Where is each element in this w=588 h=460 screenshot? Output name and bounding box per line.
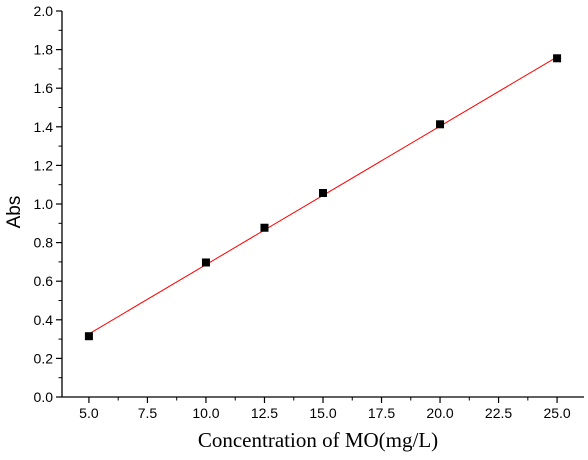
- data-points: [84, 54, 562, 341]
- data-point: [319, 188, 327, 197]
- x-axis-label: Concentration of MO(mg/L): [198, 428, 438, 452]
- x-tick-label: 5.0: [79, 405, 99, 421]
- data-point: [553, 54, 562, 63]
- y-tick-label: 1.0: [34, 196, 54, 212]
- x-tick-label: 22.5: [485, 405, 512, 421]
- y-tick-label: 0.0: [34, 389, 54, 405]
- x-tick-label: 17.5: [368, 405, 395, 421]
- x-tick-label: 12.5: [251, 405, 278, 421]
- y-tick-label: 0.6: [34, 273, 54, 289]
- y-axis-ticks: 0.0 0.2 0.4 0.6 0.8 1.0 1.2 1.4 1.6 1.8 2.0: [34, 3, 62, 405]
- data-point: [260, 223, 269, 232]
- x-tick-label: 7.5: [138, 405, 158, 421]
- data-point: [436, 120, 445, 129]
- x-tick-label: 25.0: [543, 405, 570, 421]
- x-tick-label: 20.0: [426, 405, 453, 421]
- y-tick-label: 1.8: [34, 42, 54, 58]
- data-point: [201, 258, 210, 267]
- y-tick-label: 0.4: [34, 312, 54, 328]
- y-axis-label: Abs: [4, 196, 25, 229]
- x-axis-ticks: 5.0 7.5 10.0 12.5 15.0 17.5 20.0 22.5 25.0: [79, 397, 571, 421]
- x-tick-label: 15.0: [309, 405, 336, 421]
- data-point: [84, 332, 93, 341]
- y-tick-label: 0.8: [34, 235, 54, 251]
- y-tick-label: 1.2: [34, 157, 54, 173]
- axes: [61, 11, 584, 398]
- y-tick-label: 1.4: [34, 119, 54, 135]
- y-tick-label: 1.6: [34, 80, 54, 96]
- y-tick-label: 0.2: [34, 350, 54, 366]
- x-tick-label: 10.0: [192, 405, 219, 421]
- y-tick-label: 2.0: [34, 3, 54, 19]
